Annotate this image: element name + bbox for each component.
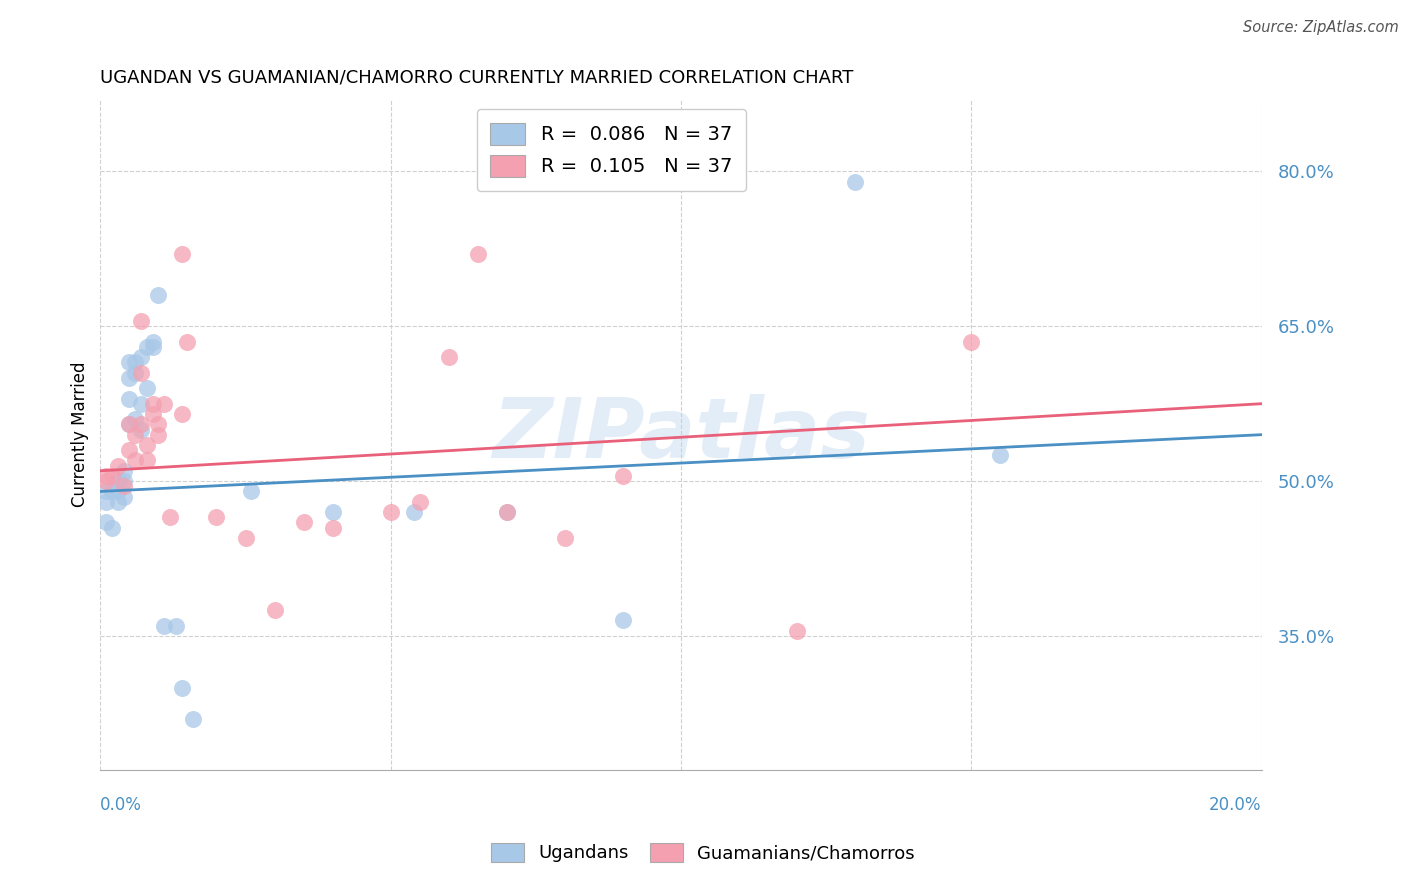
Point xyxy=(96,474,118,488)
Point xyxy=(118,443,141,458)
Point xyxy=(135,340,157,354)
Point xyxy=(118,392,141,406)
Legend: Ugandans, Guamanians/Chamorros: Ugandans, Guamanians/Chamorros xyxy=(484,836,922,870)
Point xyxy=(142,407,165,421)
Point xyxy=(135,438,157,452)
Point xyxy=(170,407,193,421)
Point xyxy=(240,484,263,499)
Legend: R =  0.086   N = 37, R =  0.105   N = 37: R = 0.086 N = 37, R = 0.105 N = 37 xyxy=(477,109,747,191)
Point xyxy=(124,366,146,380)
Point xyxy=(170,681,193,695)
Point xyxy=(142,397,165,411)
Point xyxy=(129,397,152,411)
Point xyxy=(118,371,141,385)
Point xyxy=(292,516,315,530)
Point xyxy=(988,448,1011,462)
Point xyxy=(263,603,285,617)
Point xyxy=(402,505,425,519)
Point xyxy=(176,334,198,349)
Point xyxy=(96,484,118,499)
Point xyxy=(112,464,135,478)
Point xyxy=(153,397,176,411)
Point xyxy=(101,520,124,534)
Point xyxy=(135,381,157,395)
Point xyxy=(148,417,170,432)
Point xyxy=(112,474,135,488)
Point xyxy=(96,516,118,530)
Text: ZIPatlas: ZIPatlas xyxy=(492,394,870,475)
Point xyxy=(170,247,193,261)
Point xyxy=(409,495,432,509)
Point xyxy=(205,510,228,524)
Point xyxy=(107,474,129,488)
Point xyxy=(124,412,146,426)
Point xyxy=(135,453,157,467)
Point xyxy=(101,484,124,499)
Point xyxy=(844,175,866,189)
Point xyxy=(107,495,129,509)
Point xyxy=(129,366,152,380)
Point xyxy=(437,351,460,365)
Point xyxy=(107,458,129,473)
Point xyxy=(153,618,176,632)
Point xyxy=(148,288,170,302)
Point xyxy=(960,334,983,349)
Point xyxy=(96,495,118,509)
Point xyxy=(129,423,152,437)
Point xyxy=(495,505,517,519)
Point xyxy=(129,351,152,365)
Text: UGANDAN VS GUAMANIAN/CHAMORRO CURRENTLY MARRIED CORRELATION CHART: UGANDAN VS GUAMANIAN/CHAMORRO CURRENTLY … xyxy=(100,69,853,87)
Point xyxy=(118,417,141,432)
Point xyxy=(142,334,165,349)
Text: 20.0%: 20.0% xyxy=(1209,796,1261,814)
Point xyxy=(96,469,118,483)
Point xyxy=(118,355,141,369)
Point xyxy=(129,314,152,328)
Point xyxy=(112,490,135,504)
Point xyxy=(129,417,152,432)
Point xyxy=(159,510,181,524)
Point xyxy=(322,505,344,519)
Point xyxy=(495,505,517,519)
Point xyxy=(235,531,257,545)
Point xyxy=(107,484,129,499)
Text: 0.0%: 0.0% xyxy=(100,796,142,814)
Point xyxy=(124,453,146,467)
Point xyxy=(322,520,344,534)
Point xyxy=(467,247,489,261)
Point xyxy=(118,417,141,432)
Point xyxy=(124,427,146,442)
Text: Source: ZipAtlas.com: Source: ZipAtlas.com xyxy=(1243,20,1399,35)
Point xyxy=(148,427,170,442)
Point xyxy=(165,618,187,632)
Point xyxy=(554,531,576,545)
Y-axis label: Currently Married: Currently Married xyxy=(72,362,89,508)
Point xyxy=(786,624,808,638)
Point xyxy=(112,479,135,493)
Point xyxy=(101,469,124,483)
Point xyxy=(124,355,146,369)
Point xyxy=(612,614,634,628)
Point xyxy=(181,712,204,726)
Point xyxy=(142,340,165,354)
Point xyxy=(380,505,402,519)
Point xyxy=(612,469,634,483)
